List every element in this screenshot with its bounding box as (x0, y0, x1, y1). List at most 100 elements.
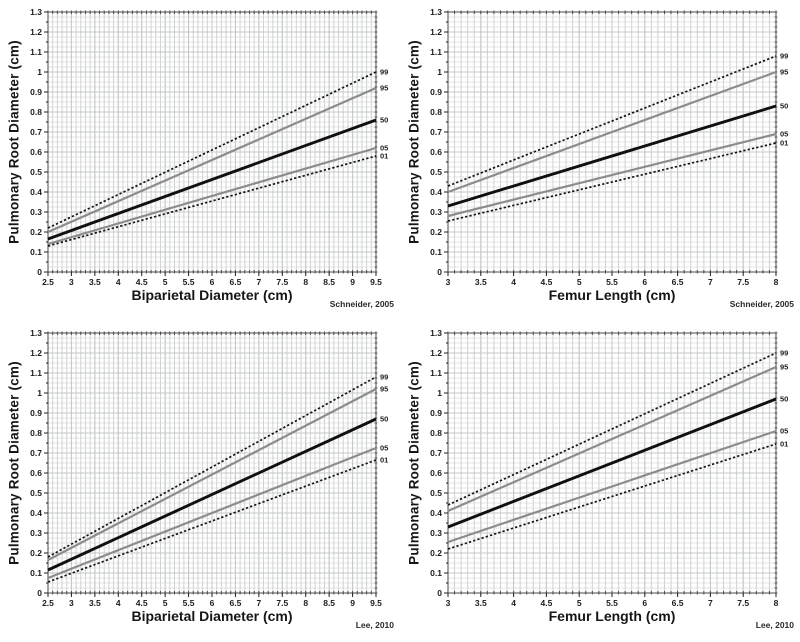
svg-text:4.5: 4.5 (136, 277, 148, 287)
svg-text:8: 8 (774, 277, 779, 287)
svg-text:1.3: 1.3 (430, 328, 442, 338)
svg-text:7: 7 (708, 277, 713, 287)
svg-text:0.4: 0.4 (430, 508, 442, 518)
svg-text:9.5: 9.5 (370, 598, 382, 608)
svg-text:0.3: 0.3 (30, 207, 42, 217)
svg-text:0.4: 0.4 (30, 187, 42, 197)
svg-text:0.7: 0.7 (30, 448, 42, 458)
svg-text:0.7: 0.7 (430, 127, 442, 137)
svg-text:0.8: 0.8 (430, 428, 442, 438)
svg-text:99: 99 (380, 68, 388, 77)
svg-text:0.9: 0.9 (430, 408, 442, 418)
svg-text:05: 05 (780, 130, 788, 139)
x-axis-label: Femur Length (cm) (548, 608, 676, 624)
svg-text:1.1: 1.1 (30, 368, 42, 378)
svg-text:7.5: 7.5 (737, 277, 749, 287)
svg-text:0: 0 (437, 267, 442, 277)
svg-text:4.5: 4.5 (540, 277, 552, 287)
svg-text:99: 99 (780, 349, 788, 358)
svg-text:0.2: 0.2 (430, 227, 442, 237)
svg-text:0.8: 0.8 (30, 428, 42, 438)
chart-canvas: 2.5 3 3.5 4 4.5 5 5.5 6 6.5 7 7.5 8 8.5 9 9.5 0 0.1 0.2 0.… (30, 7, 388, 287)
y-axis-label: Pulmonary Root Diameter (cm) (406, 40, 422, 244)
svg-text:95: 95 (780, 363, 788, 372)
svg-text:05: 05 (780, 427, 788, 436)
svg-text:0.2: 0.2 (430, 548, 442, 558)
svg-text:6.5: 6.5 (672, 598, 684, 608)
svg-text:0.3: 0.3 (30, 528, 42, 538)
svg-text:1: 1 (37, 67, 42, 77)
svg-text:6: 6 (642, 277, 647, 287)
svg-text:0.6: 0.6 (30, 147, 42, 157)
svg-text:1.2: 1.2 (30, 348, 42, 358)
svg-text:2.5: 2.5 (42, 277, 54, 287)
svg-text:7: 7 (256, 277, 261, 287)
svg-text:6.5: 6.5 (230, 277, 242, 287)
y-axis-label: Pulmonary Root Diameter (cm) (6, 361, 22, 565)
svg-text:3: 3 (69, 277, 74, 287)
svg-text:5: 5 (577, 598, 582, 608)
svg-text:3.5: 3.5 (89, 598, 101, 608)
svg-text:4: 4 (116, 277, 121, 287)
svg-text:8: 8 (303, 277, 308, 287)
svg-text:6.5: 6.5 (672, 277, 684, 287)
svg-text:01: 01 (380, 456, 388, 465)
chart-pulmonary-root-vs-bpd-lee: 2.5 3 3.5 4 4.5 5 5.5 6 6.5 7 7.5 8 8.5 9 9.5 0 0.1 0.2 0.… (0, 321, 400, 642)
svg-text:1: 1 (437, 67, 442, 77)
svg-text:0.9: 0.9 (30, 87, 42, 97)
svg-text:1.2: 1.2 (430, 348, 442, 358)
svg-text:7.5: 7.5 (737, 598, 749, 608)
x-axis-label: Biparietal Diameter (cm) (131, 608, 293, 624)
svg-text:5: 5 (163, 277, 168, 287)
svg-text:0.6: 0.6 (430, 468, 442, 478)
svg-text:0.8: 0.8 (30, 107, 42, 117)
source-attribution: Schneider, 2005 (729, 299, 794, 309)
svg-text:6: 6 (210, 277, 215, 287)
svg-text:3: 3 (446, 598, 451, 608)
chart-canvas: 2.5 3 3.5 4 4.5 5 5.5 6 6.5 7 7.5 8 8.5 9 9.5 0 0.1 0.2 0.… (30, 328, 388, 608)
svg-text:4: 4 (511, 277, 516, 287)
svg-text:05: 05 (380, 144, 388, 153)
svg-text:1.2: 1.2 (430, 27, 442, 37)
svg-text:6: 6 (642, 598, 647, 608)
svg-text:99: 99 (380, 373, 388, 382)
svg-text:99: 99 (780, 52, 788, 61)
svg-text:5.5: 5.5 (606, 277, 618, 287)
svg-text:6: 6 (210, 598, 215, 608)
svg-text:0: 0 (37, 267, 42, 277)
svg-text:0.4: 0.4 (30, 508, 42, 518)
svg-text:0: 0 (37, 588, 42, 598)
svg-text:0.1: 0.1 (430, 247, 442, 257)
chart-pulmonary-root-vs-bpd-schneider: 2.5 3 3.5 4 4.5 5 5.5 6 6.5 7 7.5 8 8.5 9 9.5 0 0.1 0.2 0.… (0, 0, 400, 321)
svg-text:0.5: 0.5 (430, 488, 442, 498)
svg-text:1: 1 (437, 388, 442, 398)
svg-text:0.7: 0.7 (30, 127, 42, 137)
svg-text:50: 50 (780, 102, 788, 111)
svg-text:8: 8 (303, 598, 308, 608)
svg-text:7.5: 7.5 (276, 598, 288, 608)
svg-text:95: 95 (780, 68, 788, 77)
svg-text:4.5: 4.5 (540, 598, 552, 608)
svg-text:01: 01 (380, 152, 388, 161)
y-axis-label: Pulmonary Root Diameter (cm) (406, 361, 422, 565)
svg-text:01: 01 (780, 139, 788, 148)
svg-text:1.3: 1.3 (30, 328, 42, 338)
svg-text:8: 8 (774, 598, 779, 608)
svg-text:1.1: 1.1 (430, 47, 442, 57)
svg-text:3: 3 (446, 277, 451, 287)
svg-text:0.1: 0.1 (30, 568, 42, 578)
svg-text:1.1: 1.1 (430, 368, 442, 378)
svg-text:0.3: 0.3 (430, 528, 442, 538)
svg-text:0.9: 0.9 (430, 87, 442, 97)
svg-text:7.5: 7.5 (276, 277, 288, 287)
svg-text:50: 50 (380, 116, 388, 125)
svg-text:1: 1 (37, 388, 42, 398)
svg-text:7: 7 (256, 598, 261, 608)
svg-text:0.5: 0.5 (430, 167, 442, 177)
source-attribution: Schneider, 2005 (329, 299, 394, 309)
x-axis-label: Biparietal Diameter (cm) (131, 287, 293, 303)
svg-text:2.5: 2.5 (42, 598, 54, 608)
svg-text:0.1: 0.1 (430, 568, 442, 578)
svg-text:1.2: 1.2 (30, 27, 42, 37)
svg-text:50: 50 (380, 415, 388, 424)
